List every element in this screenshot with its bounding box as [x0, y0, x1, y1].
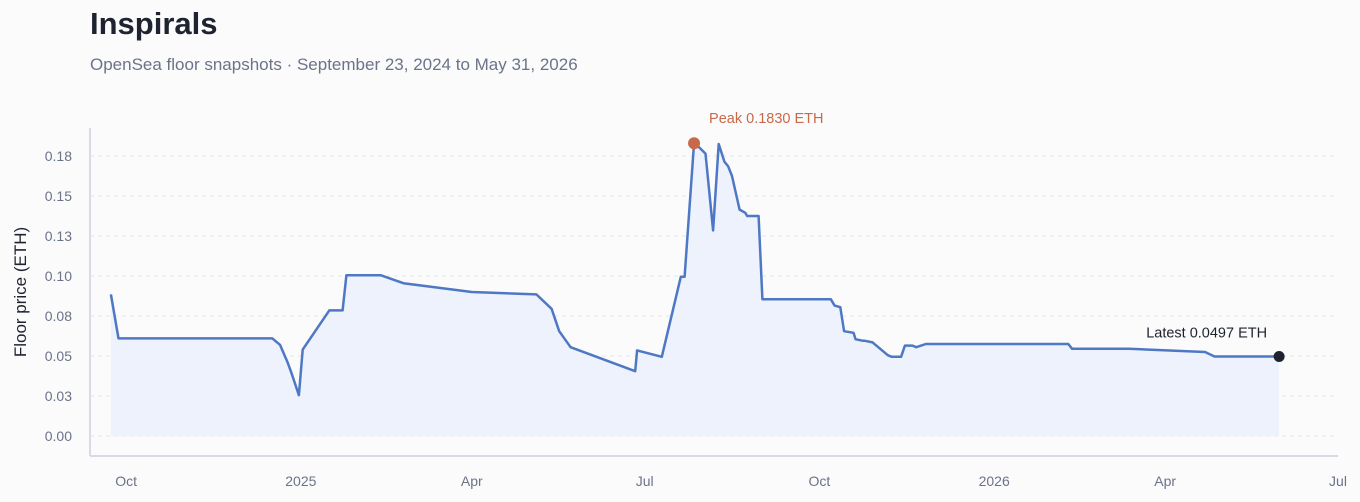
y-tick-label: 0.03 [45, 388, 72, 404]
peak-label: Peak 0.1830 ETH [709, 111, 823, 127]
x-tick-label: Apr [1154, 473, 1176, 489]
y-tick-label: 0.08 [45, 308, 72, 324]
x-tick-label: Apr [461, 473, 483, 489]
y-tick-label: 0.10 [45, 268, 72, 284]
x-tick-label: Jul [1329, 473, 1347, 489]
series-line [109, 141, 1280, 397]
y-tick-label: 0.00 [45, 428, 72, 444]
y-tick-label: 0.15 [45, 188, 72, 204]
y-tick-label: 0.05 [45, 348, 72, 364]
y-axis-label: Floor price (ETH) [11, 227, 30, 357]
x-tick-label: Oct [809, 473, 831, 489]
area-fill [110, 142, 1280, 436]
x-tick-label: Oct [115, 473, 137, 489]
x-tick-label: Jul [636, 473, 654, 489]
chart-title: Inspirals [90, 6, 218, 41]
y-tick-label: 0.18 [45, 148, 72, 164]
peak-marker [688, 137, 701, 150]
x-tick-label: 2026 [979, 473, 1010, 489]
y-tick-label: 0.13 [45, 228, 72, 244]
latest-marker [1273, 350, 1285, 362]
x-tick-label: 2025 [285, 473, 316, 489]
chart-subtitle: OpenSea floor snapshots · September 23, … [90, 55, 578, 74]
latest-label: Latest 0.0497 ETH [1146, 325, 1267, 341]
